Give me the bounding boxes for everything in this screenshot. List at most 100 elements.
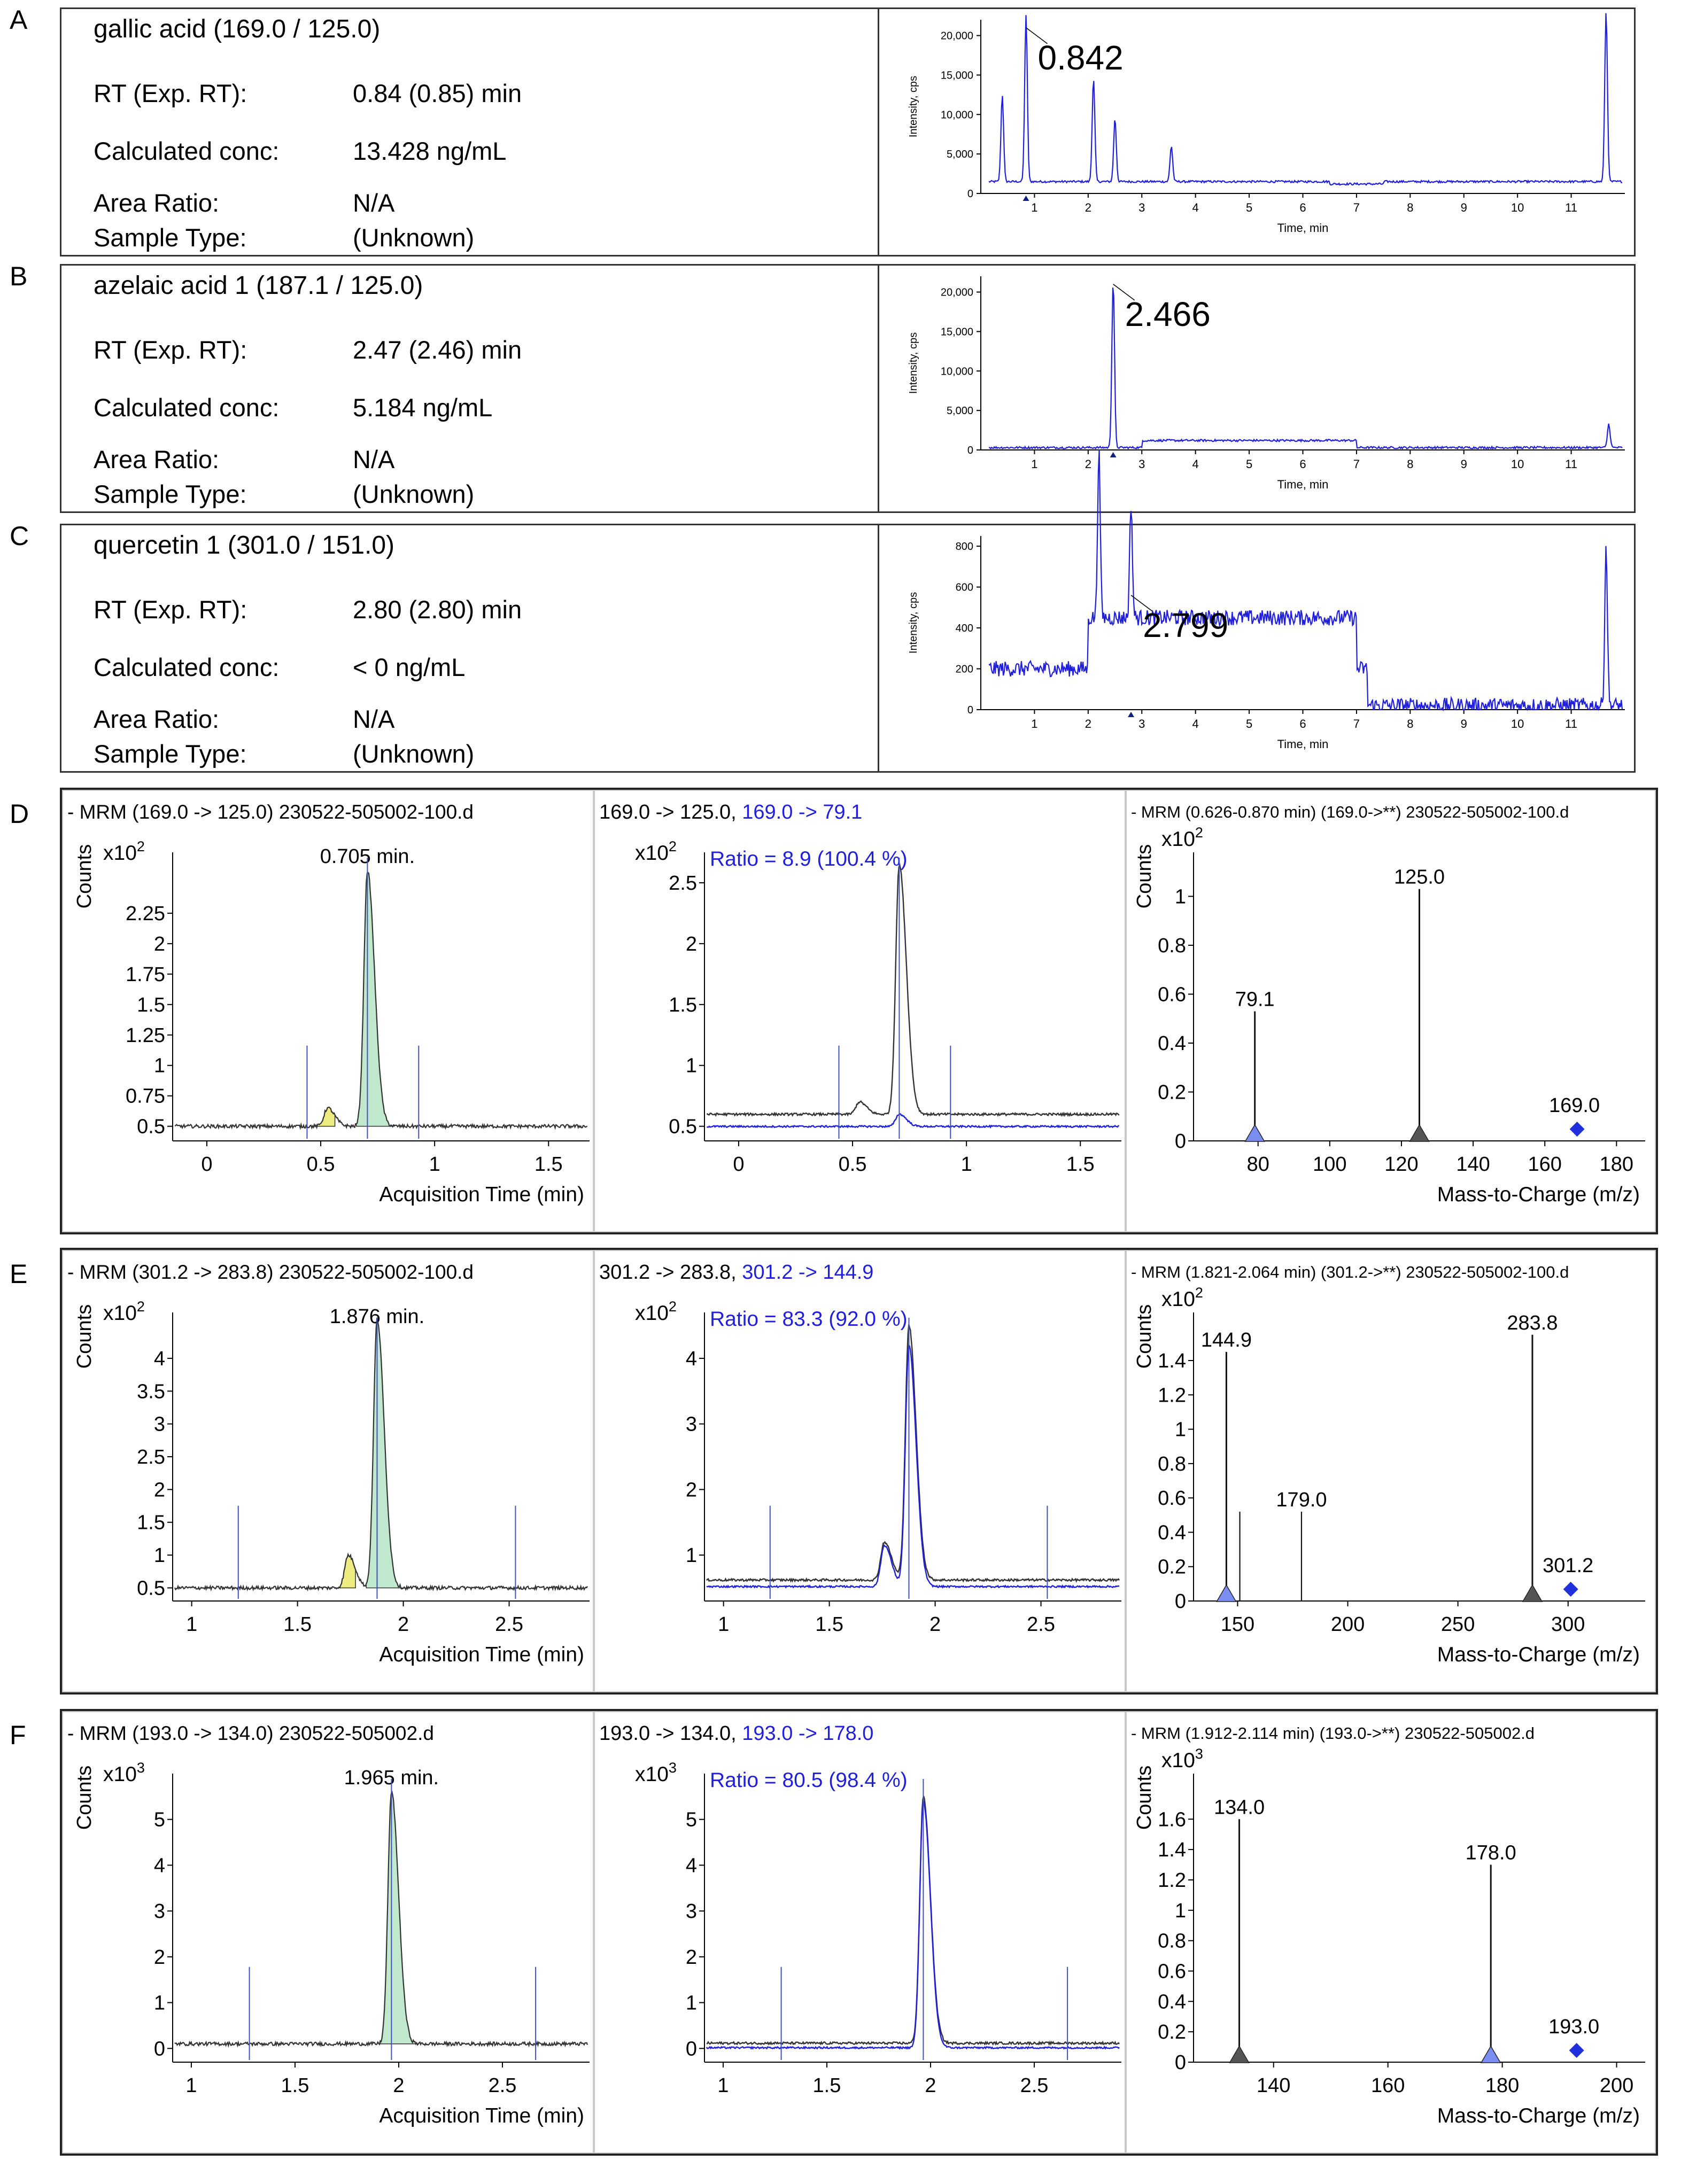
y-tick-label: 3 bbox=[154, 1413, 165, 1436]
rt-label: RT (Exp. RT): bbox=[94, 79, 247, 107]
y-tick-label: 1 bbox=[1175, 1900, 1186, 1922]
y-tick-label: 1.4 bbox=[1158, 1350, 1186, 1372]
conc-label: Calculated conc: bbox=[94, 137, 280, 165]
x-tick-label: 11 bbox=[1565, 201, 1577, 214]
peak-rt-label: 2.466 bbox=[1125, 295, 1211, 333]
x-tick-label: 5 bbox=[1246, 717, 1252, 730]
y-tick-label: 2 bbox=[154, 933, 165, 955]
panel-letter: C bbox=[10, 521, 29, 551]
y-tick-label: 1.2 bbox=[1158, 1869, 1186, 1892]
x-axis-label: Acquisition Time (min) bbox=[379, 1183, 584, 1206]
y-tick-label: 0.8 bbox=[1158, 935, 1186, 957]
x-tick-label: 2 bbox=[398, 1613, 409, 1636]
area-ratio-label: Area Ratio: bbox=[94, 189, 220, 217]
y-tick-label: 600 bbox=[956, 582, 973, 594]
x-tick-label: 2.5 bbox=[495, 1613, 523, 1636]
integrated-minor-peak bbox=[316, 1107, 336, 1127]
panel-letter: A bbox=[10, 5, 28, 35]
overlay-title: 169.0 -> 125.0, 169.0 -> 79.1 bbox=[599, 801, 862, 823]
quant-trace bbox=[706, 1796, 1120, 2046]
overlay-title: 301.2 -> 283.8, 301.2 -> 144.9 bbox=[599, 1261, 873, 1284]
precursor-ion-marker bbox=[1569, 2043, 1584, 2058]
x-tick-label: 4 bbox=[1192, 457, 1199, 471]
x-tick-label: 6 bbox=[1299, 717, 1306, 730]
info-box: azelaic acid 1 (187.1 / 125.0) RT (Exp. R… bbox=[61, 266, 879, 511]
bar-label: 144.9 bbox=[1201, 1329, 1252, 1351]
rt-arrow-icon bbox=[1022, 196, 1029, 201]
chromatogram-trace bbox=[174, 1791, 588, 2048]
x-tick-label: 2 bbox=[925, 2074, 936, 2097]
qual-trace bbox=[706, 1343, 1120, 1589]
panel-A: gallic acid (169.0 / 125.0) RT (Exp. RT):… bbox=[60, 7, 1636, 257]
multiplier-base: x10 bbox=[103, 1302, 137, 1325]
x-tick-label: 140 bbox=[1257, 2074, 1290, 2097]
subpanel: - MRM (1.821-2.064 min) (301.2->**) 2305… bbox=[1126, 1250, 1656, 1692]
x-axis-label: Time, min bbox=[1277, 221, 1329, 235]
quant-transition: 193.0 -> 134.0, bbox=[599, 1722, 737, 1745]
y-tick-label: 2.25 bbox=[126, 903, 165, 925]
bar-label: 179.0 bbox=[1276, 1489, 1327, 1511]
scale-multiplier: x102 bbox=[103, 838, 145, 865]
y-tick-label: 1 bbox=[686, 1992, 697, 2015]
x-tick-label: 4 bbox=[1192, 201, 1199, 214]
y-tick-label: 1 bbox=[1175, 1419, 1186, 1441]
rt-arrow-icon bbox=[1128, 712, 1135, 717]
qual-transition: 169.0 -> 79.1 bbox=[742, 801, 862, 823]
rt-value: 2.47 (2.46) min bbox=[353, 336, 522, 364]
x-tick-label: 3 bbox=[1138, 457, 1145, 471]
x-tick-label: 140 bbox=[1456, 1153, 1490, 1176]
x-axis-label: Mass-to-Charge (m/z) bbox=[1437, 2104, 1640, 2127]
multiplier-base: x10 bbox=[103, 842, 137, 865]
y-tick-label: 1.5 bbox=[669, 994, 697, 1016]
x-tick-label: 10 bbox=[1511, 201, 1524, 214]
y-tick-label: 800 bbox=[956, 541, 973, 553]
x-tick-label: 1.5 bbox=[815, 1613, 843, 1636]
x-tick-label: 4 bbox=[1192, 717, 1199, 730]
x-tick-label: 2 bbox=[1085, 201, 1091, 214]
x-tick-label: 9 bbox=[1461, 457, 1467, 471]
x-tick-label: 2 bbox=[393, 2074, 404, 2097]
y-tick-label: 2 bbox=[154, 1946, 165, 1969]
x-tick-label: 1 bbox=[186, 1613, 197, 1636]
y-tick-label: 0 bbox=[1175, 1590, 1186, 1613]
ion-ratio-label: Ratio = 8.9 (100.4 %) bbox=[710, 848, 908, 871]
y-axis-label: Counts bbox=[1133, 1766, 1156, 1830]
quant-transition: 169.0 -> 125.0, bbox=[599, 801, 737, 823]
chromatogram-chart: - MRM (193.0 -> 134.0) 230522-505002.d Co… bbox=[67, 1722, 590, 2127]
x-tick-label: 300 bbox=[1551, 1613, 1585, 1636]
y-tick-label: 0 bbox=[686, 2038, 697, 2060]
x-tick-label: 2.5 bbox=[1020, 2074, 1049, 2097]
y-tick-label: 1 bbox=[154, 1055, 165, 1077]
area-ratio-value: N/A bbox=[353, 189, 395, 217]
ion-ratio-label: Ratio = 80.5 (98.4 %) bbox=[710, 1769, 908, 1792]
y-tick-label: 0.8 bbox=[1158, 1453, 1186, 1475]
y-tick-label: 2.5 bbox=[669, 872, 697, 895]
qual-transition: 193.0 -> 178.0 bbox=[742, 1722, 873, 1745]
subpanel: 301.2 -> 283.8, 301.2 -> 144.9 Ratio = 83… bbox=[594, 1250, 1126, 1692]
sample-type-label: Sample Type: bbox=[94, 480, 247, 508]
peak-leader bbox=[1130, 595, 1153, 612]
y-tick-label: 0.75 bbox=[126, 1085, 165, 1108]
chromatogram-chart: 0 5,000 10,000 15,000 20,000 1 2 3 4 5 6 7 8 9 10 11 Tim… bbox=[908, 276, 1625, 491]
x-tick-label: 200 bbox=[1600, 2074, 1633, 2097]
y-tick-label: 3 bbox=[154, 1900, 165, 1923]
rt-value: 0.84 (0.85) min bbox=[353, 79, 522, 107]
chromatogram-chart: 0 200 400 600 800 1 2 3 4 5 6 7 8 9 10 11 Time, min Inten… bbox=[908, 449, 1625, 751]
x-tick-label: 100 bbox=[1313, 1153, 1346, 1176]
multiplier-exponent: 3 bbox=[1195, 1746, 1203, 1762]
quant-ion-marker bbox=[1409, 1124, 1430, 1142]
chromatogram-box: 0 5,000 10,000 15,000 20,000 1 2 3 4 5 6 7 8 9 10 11 Tim… bbox=[879, 9, 1634, 255]
y-tick-label: 0 bbox=[967, 704, 973, 716]
x-tick-label: 160 bbox=[1371, 2074, 1405, 2097]
y-tick-label: 0 bbox=[154, 2038, 165, 2060]
x-tick-label: 8 bbox=[1407, 717, 1413, 730]
scale-multiplier: x102 bbox=[635, 1299, 677, 1325]
spectrum-title: - MRM (0.626-0.870 min) (169.0->**) 2305… bbox=[1131, 803, 1569, 821]
scale-multiplier: x102 bbox=[635, 838, 677, 865]
quant-trace bbox=[706, 862, 1120, 1117]
x-axis-label: Acquisition Time (min) bbox=[379, 2104, 584, 2127]
sample-type-label: Sample Type: bbox=[94, 740, 247, 768]
y-tick-label: 0 bbox=[1175, 2051, 1186, 2074]
y-tick-label: 0.6 bbox=[1158, 983, 1186, 1006]
quant-ion-marker bbox=[1229, 2045, 1250, 2063]
